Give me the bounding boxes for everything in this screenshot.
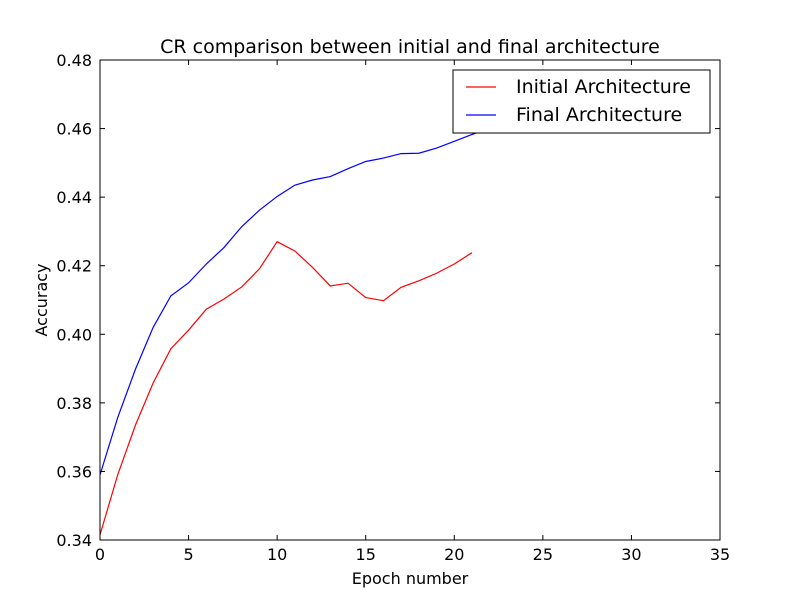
y-tick-label: 0.48	[56, 51, 92, 70]
x-tick-label: 5	[183, 545, 193, 564]
x-tick-label: 35	[710, 545, 730, 564]
x-tick-label: 15	[356, 545, 376, 564]
x-tick-label: 25	[533, 545, 553, 564]
legend-label-final: Final Architecture	[516, 104, 682, 126]
y-tick-label: 0.34	[56, 531, 92, 550]
y-axis-label: Accuracy	[32, 263, 51, 336]
y-tick-label: 0.42	[56, 257, 92, 276]
legend-entry-final: Final Architecture	[466, 104, 682, 126]
chart-title: CR comparison between initial and final …	[160, 36, 660, 58]
y-tick-label: 0.40	[56, 325, 92, 344]
y-tick-label: 0.44	[56, 188, 92, 207]
plot-area-frame	[99, 59, 721, 541]
y-tick-label: 0.36	[56, 462, 92, 481]
x-tick-label: 0	[95, 545, 105, 564]
legend-box	[452, 69, 711, 134]
x-axis-label: Epoch number	[352, 569, 469, 588]
series-layer	[100, 127, 490, 536]
series-line-final	[100, 127, 490, 476]
legend: Initial Architecture Final Architecture	[452, 69, 711, 134]
y-tick-label: 0.38	[56, 394, 92, 413]
legend-entry-initial: Initial Architecture	[466, 76, 691, 98]
x-tick-label: 10	[267, 545, 287, 564]
legend-label-initial: Initial Architecture	[516, 76, 691, 98]
series-line-initial	[100, 240, 473, 536]
y-axis: 0.34 0.36 0.38 0.40 0.42 0.44 0.46 0.48	[56, 51, 720, 550]
x-axis: 0 5 10 15 20 25 30 35	[95, 60, 730, 564]
x-tick-label: 30	[621, 545, 641, 564]
x-tick-label: 20	[444, 545, 464, 564]
y-tick-label: 0.46	[56, 120, 92, 139]
